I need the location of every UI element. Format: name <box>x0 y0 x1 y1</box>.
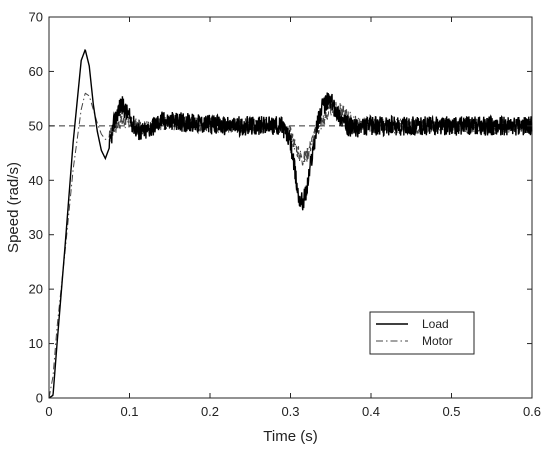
y-tick-label: 60 <box>29 64 43 79</box>
x-tick-label: 0.1 <box>120 404 138 419</box>
y-tick-label: 10 <box>29 336 43 351</box>
x-axis-label: Time (s) <box>263 428 317 445</box>
legend-label-motor: Motor <box>422 334 453 348</box>
y-tick-label: 40 <box>29 173 43 188</box>
legend: Load Motor <box>369 311 475 355</box>
x-tick-label: 0 <box>45 404 52 419</box>
x-axis-ticks: 0 0.1 0.2 0.3 0.4 0.5 0.6 <box>45 17 541 419</box>
y-tick-label: 30 <box>29 227 43 242</box>
x-tick-label: 0.4 <box>362 404 380 419</box>
y-tick-label: 50 <box>29 118 43 133</box>
y-axis-ticks: 0 10 20 30 40 50 60 70 <box>29 10 532 406</box>
x-tick-label: 0.3 <box>281 404 299 419</box>
y-tick-label: 20 <box>29 282 43 297</box>
x-tick-label: 0.6 <box>523 404 541 419</box>
legend-box <box>369 311 475 355</box>
y-tick-label: 70 <box>29 10 43 25</box>
series-line-load <box>48 49 533 399</box>
x-tick-label: 0.5 <box>442 404 460 419</box>
x-tick-label: 0.2 <box>201 404 219 419</box>
y-tick-label: 0 <box>36 391 43 406</box>
y-axis-label: Speed (rad/s) <box>5 162 22 253</box>
legend-label-load: Load <box>422 317 449 331</box>
